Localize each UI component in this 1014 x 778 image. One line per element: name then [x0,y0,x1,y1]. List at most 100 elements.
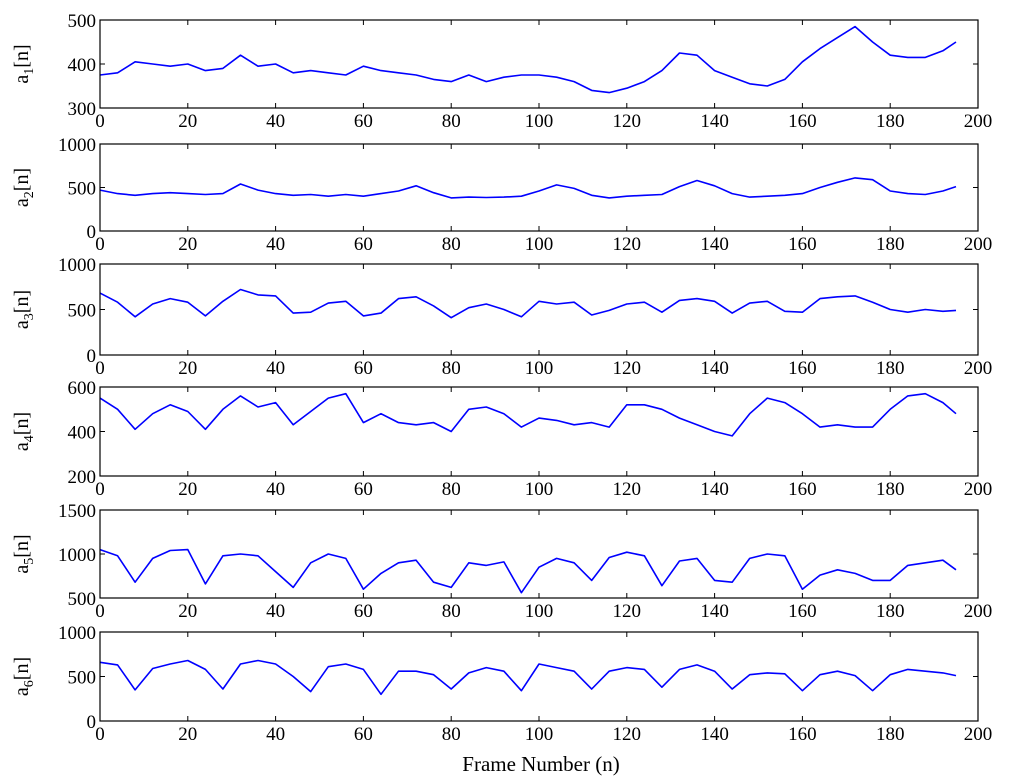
y-axis-label: a6[n] [11,657,37,696]
x-tick-label: 40 [266,724,285,745]
y-tick-label: 500 [68,668,97,689]
x-tick-label: 180 [876,724,905,745]
y-tick-label: 400 [68,423,97,444]
axes-frame [99,143,979,232]
x-tick-label: 0 [95,358,105,379]
series-line-3-1 [99,288,957,319]
y-tick-label: 500 [68,301,97,322]
x-tick-label: 40 [266,111,285,132]
x-tick-label: 120 [613,479,642,500]
y-tick-label: 0 [87,712,97,733]
x-tick-label: 20 [178,111,197,132]
x-tick-label: 140 [700,601,729,622]
y-axis-label-base: a [11,320,33,329]
x-tick-label: 0 [95,111,105,132]
axes-frame [99,19,979,109]
y-tick-label: 1000 [58,255,96,276]
x-tick-label: 80 [442,358,461,379]
x-tick-label: 100 [525,358,554,379]
x-tick-label: 160 [788,358,817,379]
x-tick-label: 40 [266,479,285,500]
x-tick-label: 20 [178,724,197,745]
y-tick-label: 1000 [58,135,96,156]
y-tick-label: 200 [68,467,97,488]
y-tick-label: 0 [87,222,97,243]
y-axis-label-base: a [11,687,33,696]
y-axis-label-tail: [n] [11,534,33,557]
x-tick-label: 0 [95,724,105,745]
x-tick-label: 0 [95,601,105,622]
y-axis-label-subscript: 4 [22,435,37,442]
subplot-1: 0 20 40 60 80 100 120 140 160 180 200 300 400 500 a1[n… [11,11,992,132]
x-tick-label: 180 [876,111,905,132]
x-tick-label: 100 [525,724,554,745]
x-tick-label: 160 [788,234,817,255]
y-tick-label: 300 [68,99,97,120]
x-tick-label: 160 [788,479,817,500]
y-axis-label-subscript: 2 [22,191,37,198]
y-tick-label: 500 [68,11,97,32]
x-tick-label: 80 [442,724,461,745]
x-tick-label: 40 [266,234,285,255]
x-tick-label: 160 [788,601,817,622]
x-tick-label: 200 [964,601,993,622]
x-tick-label: 140 [700,111,729,132]
x-tick-label: 60 [354,358,373,379]
y-axis-label-base: a [11,565,33,574]
subplot-5: 0 20 40 60 80 100 120 140 160 180 200 500 1000 1500 a5… [11,501,992,622]
x-tick-label: 40 [266,601,285,622]
y-axis-label-base: a [11,198,33,207]
axes-frame [99,386,979,477]
series-line-6-1 [99,659,957,696]
x-tick-label: 60 [354,724,373,745]
x-tick-label: 120 [613,111,642,132]
y-axis-label-subscript: 5 [22,558,37,565]
series-line-2-1 [99,177,957,199]
y-axis-label: a3[n] [11,290,37,329]
x-tick-label: 20 [178,234,197,255]
x-tick-label: 180 [876,234,905,255]
x-tick-label: 120 [613,601,642,622]
y-tick-label: 400 [68,55,97,76]
y-axis-label-tail: [n] [11,44,33,67]
x-tick-label: 160 [788,111,817,132]
x-tick-label: 140 [700,358,729,379]
y-tick-label: 500 [68,589,97,610]
y-tick-label: 1000 [58,623,96,644]
y-axis-label: a2[n] [11,168,37,207]
x-axis-label: Frame Number (n) [462,752,619,776]
x-tick-label: 40 [266,358,285,379]
y-axis-label: a5[n] [11,534,37,573]
y-tick-label: 1000 [58,545,96,566]
x-tick-label: 60 [354,111,373,132]
y-axis-label-subscript: 6 [22,680,37,687]
x-tick-label: 100 [525,234,554,255]
x-tick-label: 180 [876,358,905,379]
y-axis-label: a4[n] [11,412,37,451]
x-tick-label: 160 [788,724,817,745]
x-tick-label: 0 [95,479,105,500]
subplot-3: 0 20 40 60 80 100 120 140 160 180 200 0 500 1000 a3[n] [11,255,992,379]
y-axis-label-subscript: 1 [22,68,37,75]
y-tick-label: 1500 [58,501,96,522]
series-line-4-1 [99,392,957,437]
y-axis-label-base: a [11,75,33,84]
x-tick-label: 120 [613,234,642,255]
y-axis-label-base: a [11,442,33,451]
y-axis-label-tail: [n] [11,657,33,680]
subplot-2: 0 20 40 60 80 100 120 140 160 180 200 0 500 1000 a2[n] [11,135,992,255]
y-tick-label: 500 [68,179,97,200]
y-axis-label: a1[n] [11,44,37,83]
x-tick-label: 100 [525,111,554,132]
x-tick-label: 60 [354,601,373,622]
axes-frame [99,509,979,599]
x-tick-label: 80 [442,479,461,500]
x-tick-label: 100 [525,601,554,622]
x-tick-label: 80 [442,234,461,255]
x-tick-label: 140 [700,234,729,255]
series-line-5-1 [99,548,957,594]
subplot-4: 0 20 40 60 80 100 120 140 160 180 200 200 400 600 a4[n… [11,378,992,500]
x-tick-label: 120 [613,358,642,379]
y-axis-label-subscript: 3 [22,313,37,320]
